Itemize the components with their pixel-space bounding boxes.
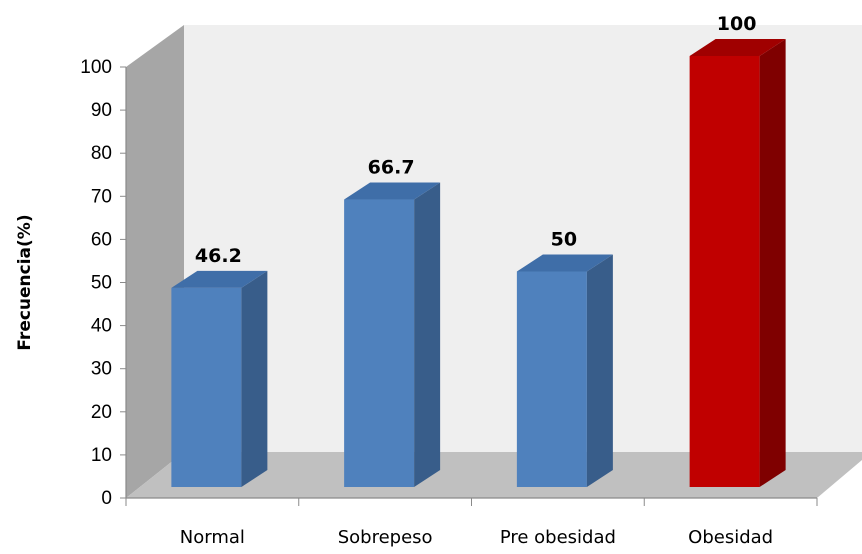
bar-top [689, 39, 786, 56]
y-tick-label: 20 [91, 402, 112, 423]
y-tick-label: 80 [91, 143, 112, 164]
y-tick-label: 30 [91, 359, 112, 380]
y-tick-label: 40 [91, 316, 112, 337]
bar-pre-obesidad [516, 254, 613, 487]
side-wall [126, 25, 184, 498]
category-label: Sobrepeso [338, 527, 433, 548]
bar-sobrepeso [344, 182, 441, 487]
y-tick-label: 50 [91, 273, 112, 294]
bar-normal [171, 270, 268, 487]
bar-front [171, 287, 242, 487]
labels: 0 10 20 30 40 50 60 70 80 90 100 46.2 Normal 66.7 Sobr… [80, 13, 773, 548]
data-label: 50 [551, 229, 577, 251]
bar-side [759, 39, 786, 487]
y-tick-label: 100 [80, 57, 112, 78]
bar-side [586, 254, 613, 487]
category-label: Obesidad [688, 527, 773, 548]
axes [120, 66, 818, 506]
data-label: 46.2 [195, 245, 242, 267]
category-label: Normal [180, 527, 245, 548]
bar-obesidad [689, 39, 786, 487]
bar-top [516, 254, 613, 272]
bar-front [516, 271, 587, 487]
bar-side [414, 182, 441, 487]
bar-top [344, 182, 441, 200]
data-label: 66.7 [368, 157, 415, 179]
y-tick-label: 90 [91, 100, 112, 121]
bar-front [344, 199, 415, 487]
bar-top [171, 270, 268, 288]
bars [171, 39, 786, 487]
data-label: 100 [717, 13, 757, 35]
y-tick-label: 70 [91, 186, 112, 207]
bar-side [241, 270, 268, 487]
floor [126, 452, 862, 498]
category-label: Pre obesidad [500, 527, 616, 548]
bar-front [689, 56, 760, 487]
y-tick-label: 0 [101, 488, 112, 509]
y-tick-label: 60 [91, 229, 112, 250]
y-axis-title: Frecuencia(%) [15, 214, 35, 350]
y-tick-label: 10 [91, 445, 112, 466]
